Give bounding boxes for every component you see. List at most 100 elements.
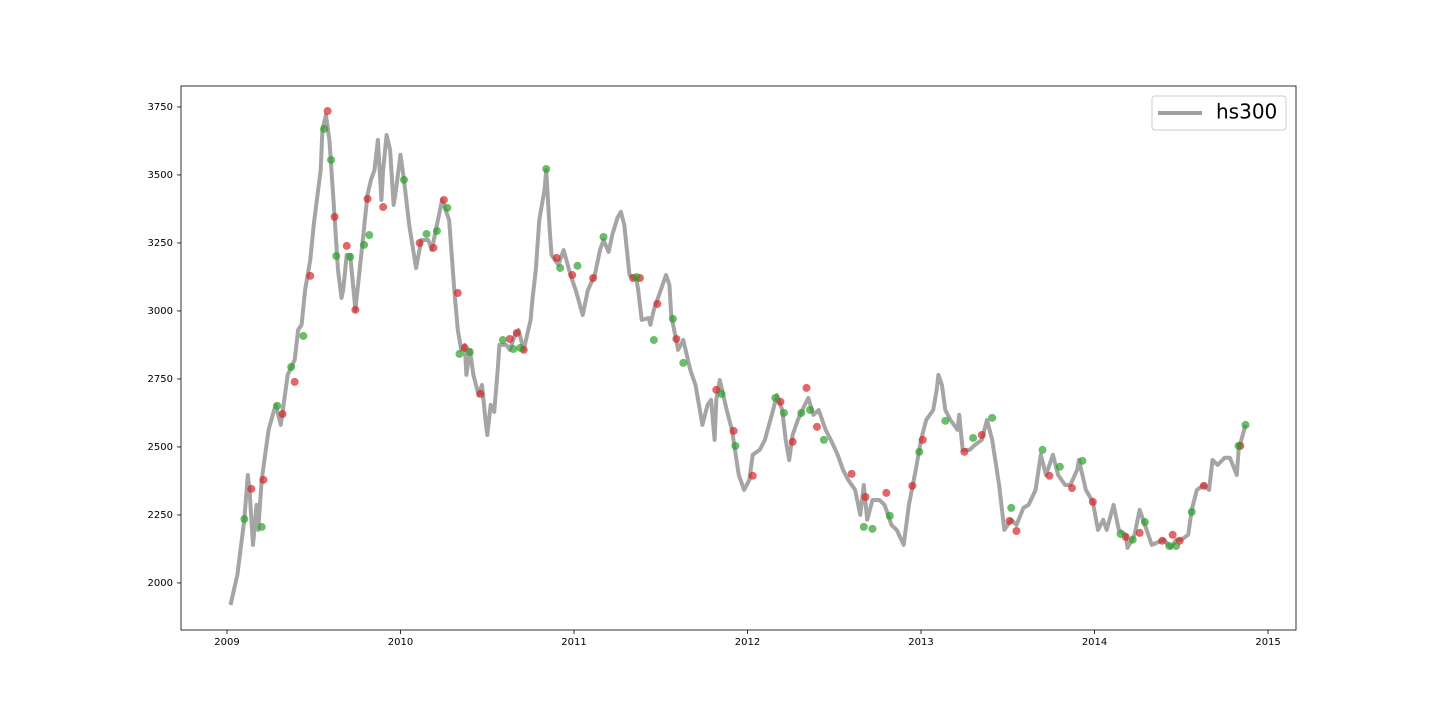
point — [365, 231, 374, 240]
point — [847, 469, 856, 478]
point — [453, 288, 462, 297]
point — [868, 524, 877, 533]
point — [1199, 481, 1208, 490]
point — [443, 203, 452, 212]
point — [323, 107, 332, 116]
point — [797, 408, 806, 417]
y-tick-label: 2750 — [148, 374, 173, 385]
point — [653, 299, 662, 308]
plot-frame — [180, 85, 1297, 631]
point — [465, 348, 474, 357]
point — [542, 164, 551, 173]
point — [379, 203, 388, 212]
point — [885, 511, 894, 520]
point — [299, 331, 308, 340]
legend-text: hs300 — [1216, 100, 1277, 124]
point — [1168, 530, 1177, 539]
y-tick-label: 2500 — [148, 442, 173, 453]
point — [941, 416, 950, 425]
x-tick-label: 2015 — [1255, 637, 1280, 648]
point — [1088, 497, 1097, 506]
y-tick-label: 3500 — [148, 170, 173, 181]
point — [512, 328, 521, 337]
point — [731, 441, 740, 450]
point — [918, 435, 927, 444]
point — [476, 389, 485, 398]
point — [859, 522, 868, 531]
point — [717, 389, 726, 398]
legend-box — [1151, 95, 1287, 131]
point — [1234, 441, 1243, 450]
point — [1128, 535, 1137, 544]
point — [1055, 462, 1064, 471]
point — [332, 252, 341, 260]
point — [861, 492, 870, 501]
point — [415, 238, 424, 247]
point — [1012, 526, 1021, 535]
point — [439, 195, 448, 204]
point — [516, 343, 525, 352]
point — [247, 484, 256, 493]
y-tick-label: 2250 — [148, 510, 173, 521]
point — [915, 447, 924, 456]
y-tick-label: 2000 — [148, 578, 173, 589]
point — [257, 522, 266, 531]
point — [812, 422, 821, 431]
point — [729, 426, 738, 435]
point — [960, 447, 969, 456]
point — [342, 241, 351, 250]
line — [228, 112, 1248, 606]
x-tick-label: 2012 — [735, 637, 760, 648]
point — [320, 124, 329, 133]
point — [422, 229, 431, 238]
point — [1038, 445, 1047, 454]
point — [882, 488, 891, 497]
x-tick-label: 2011 — [561, 637, 586, 648]
point — [505, 334, 514, 343]
point — [668, 314, 677, 323]
point — [306, 271, 315, 280]
y-tick-label: 3000 — [148, 306, 173, 317]
point — [988, 413, 997, 422]
point — [977, 430, 986, 439]
point — [432, 226, 441, 235]
point — [552, 253, 561, 262]
point — [788, 437, 797, 446]
point — [771, 393, 780, 402]
point — [632, 272, 641, 281]
point — [259, 475, 268, 484]
point — [748, 471, 757, 480]
point — [573, 261, 582, 270]
point — [327, 155, 336, 164]
point — [273, 401, 282, 410]
point — [672, 334, 681, 343]
point — [1067, 484, 1076, 493]
point — [399, 175, 408, 184]
x-tick-label: 2014 — [1082, 637, 1107, 648]
point — [1116, 529, 1125, 538]
point — [1007, 503, 1016, 512]
point — [429, 243, 438, 252]
point — [290, 377, 299, 386]
point — [556, 263, 565, 272]
point — [779, 408, 788, 417]
point — [679, 358, 688, 367]
x-tick-label: 2010 — [388, 637, 413, 648]
point — [568, 271, 577, 280]
point — [278, 410, 287, 419]
point — [819, 435, 828, 444]
point — [1005, 516, 1014, 525]
point — [589, 274, 598, 283]
point — [649, 336, 658, 345]
point — [351, 305, 360, 314]
point — [1187, 507, 1196, 516]
point — [1045, 471, 1054, 480]
point — [498, 336, 507, 345]
point — [346, 252, 355, 261]
point — [1241, 420, 1250, 429]
point — [455, 349, 464, 358]
point — [802, 383, 811, 392]
point — [287, 362, 296, 371]
point — [1135, 528, 1144, 537]
